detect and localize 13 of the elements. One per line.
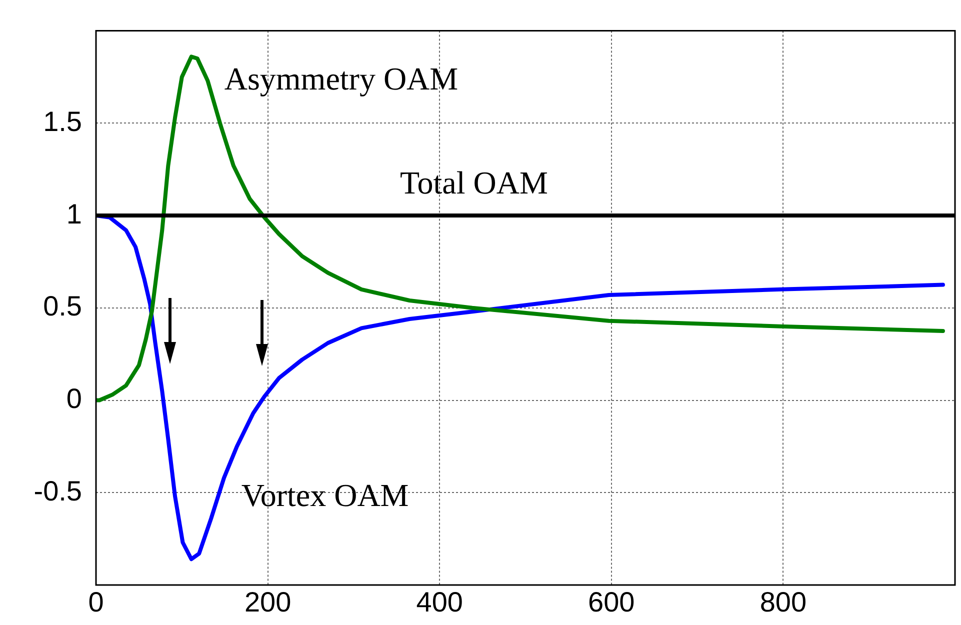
y-tick-label: 1.5 — [43, 106, 82, 137]
x-tick-label: 0 — [88, 586, 104, 618]
x-tick-label: 400 — [416, 586, 463, 618]
y-tick-label: 0 — [66, 382, 82, 414]
series-label: Asymmetry OAM — [224, 60, 458, 97]
y-tick-label: 1 — [66, 198, 82, 230]
y-tick-label: 0.5 — [43, 290, 82, 322]
series-label: Total OAM — [400, 164, 548, 201]
series-label: Vortex OAM — [241, 477, 409, 514]
x-tick-label: 600 — [588, 586, 635, 618]
y-tick-label: -0.5 — [34, 475, 82, 506]
x-tick-label: 200 — [244, 586, 292, 618]
x-tick-label: 800 — [760, 586, 807, 618]
